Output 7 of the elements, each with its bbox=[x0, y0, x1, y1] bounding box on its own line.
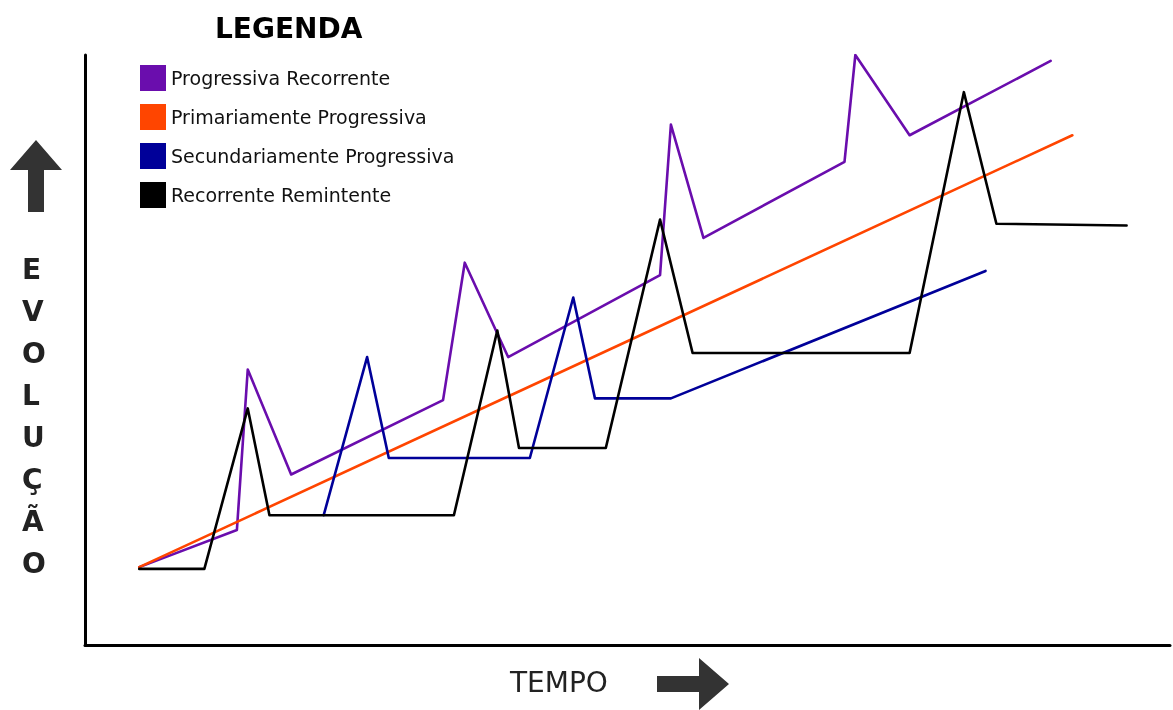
legend-label: Secundariamente Progressiva bbox=[171, 145, 455, 167]
legend-label: Primariamente Progressiva bbox=[171, 106, 427, 128]
y-axis-title: EVOLUÇÃO bbox=[22, 252, 46, 580]
legend-title: LEGENDA bbox=[215, 11, 363, 45]
x-axis-title: TEMPO bbox=[509, 665, 608, 699]
legend-label: Recorrente Remintente bbox=[171, 184, 392, 206]
legend-label: Progressiva Recorrente bbox=[171, 67, 391, 89]
